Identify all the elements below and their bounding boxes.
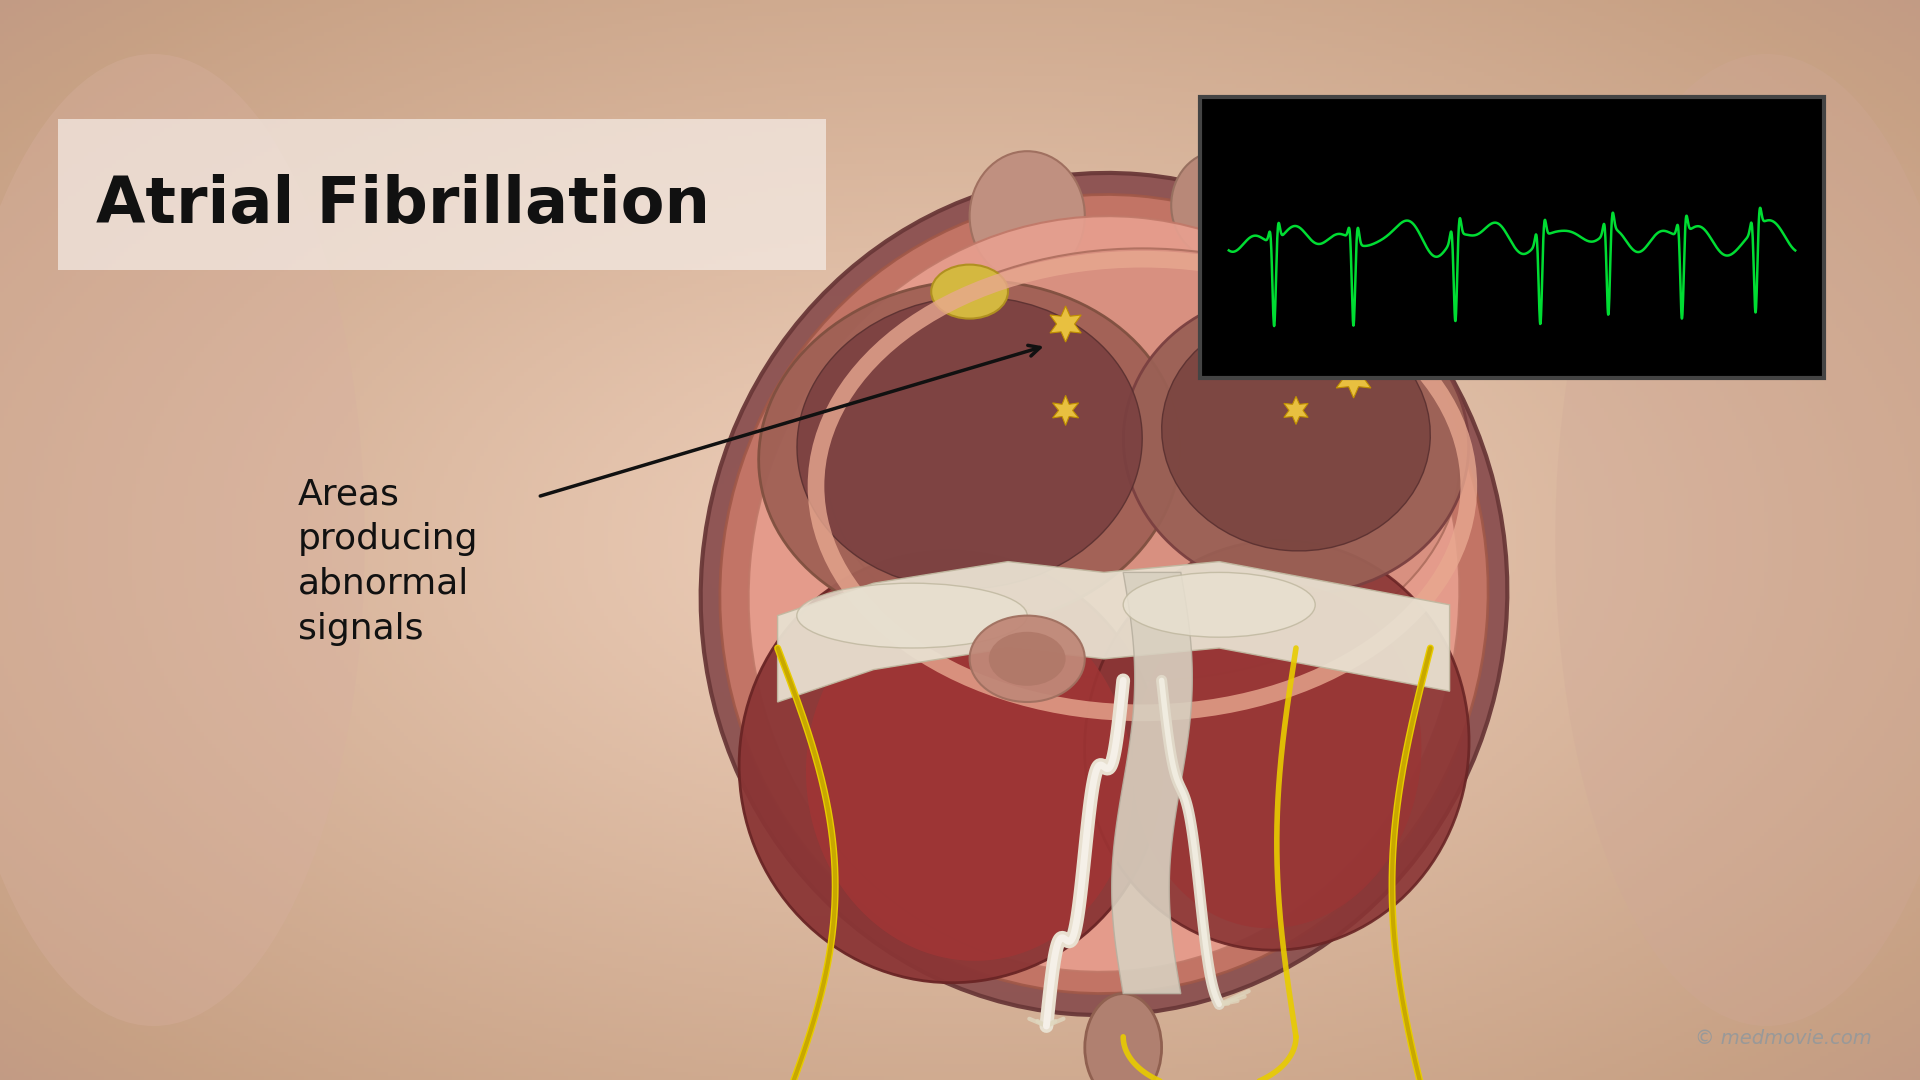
Ellipse shape — [701, 173, 1507, 1015]
FancyBboxPatch shape — [58, 119, 826, 270]
Ellipse shape — [970, 616, 1085, 702]
Polygon shape — [1052, 395, 1079, 426]
Ellipse shape — [1123, 292, 1469, 594]
Ellipse shape — [720, 194, 1488, 994]
Ellipse shape — [1555, 54, 1920, 1026]
Ellipse shape — [739, 551, 1162, 983]
Ellipse shape — [1171, 151, 1267, 259]
Ellipse shape — [1133, 583, 1421, 929]
Ellipse shape — [0, 54, 365, 1026]
Ellipse shape — [989, 632, 1066, 686]
Polygon shape — [1336, 357, 1371, 399]
Ellipse shape — [797, 297, 1142, 589]
Ellipse shape — [1085, 540, 1469, 950]
Ellipse shape — [806, 594, 1133, 961]
Ellipse shape — [1162, 313, 1430, 551]
Ellipse shape — [797, 583, 1027, 648]
Text: © medmovie.com: © medmovie.com — [1695, 1028, 1872, 1048]
Ellipse shape — [1306, 178, 1402, 275]
Polygon shape — [1206, 340, 1233, 373]
Polygon shape — [1284, 396, 1308, 424]
Ellipse shape — [970, 151, 1085, 281]
Polygon shape — [1112, 572, 1192, 994]
Ellipse shape — [758, 281, 1181, 626]
Bar — [1200, 97, 1824, 378]
Ellipse shape — [826, 248, 1459, 680]
Polygon shape — [1050, 306, 1081, 342]
Polygon shape — [778, 562, 1450, 702]
Ellipse shape — [1123, 572, 1315, 637]
Text: Atrial Fibrillation: Atrial Fibrillation — [96, 174, 710, 237]
Ellipse shape — [931, 265, 1008, 319]
Ellipse shape — [749, 216, 1459, 972]
Text: Areas
producing
abnormal
signals: Areas producing abnormal signals — [298, 477, 478, 646]
Ellipse shape — [1085, 994, 1162, 1080]
